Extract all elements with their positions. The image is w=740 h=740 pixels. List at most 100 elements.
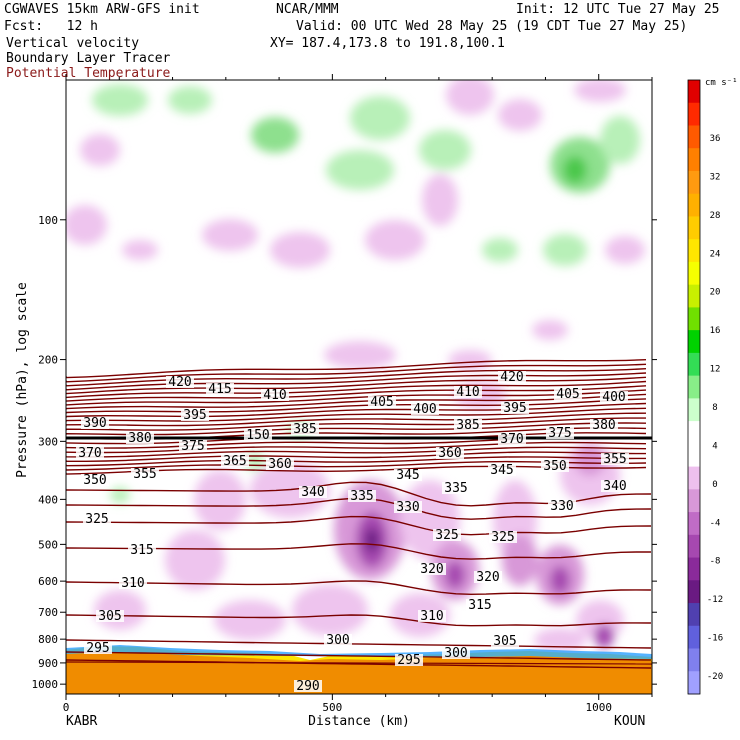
theta-label: 400	[602, 390, 625, 405]
theta-label: 295	[86, 641, 109, 656]
colorbar-tick-label: 24	[710, 249, 721, 259]
w-region	[550, 566, 570, 594]
theta-label: 380	[128, 431, 151, 446]
theta-line	[66, 407, 647, 423]
right-endpoint-label: KOUN	[614, 714, 645, 729]
theta-label: 325	[85, 512, 108, 527]
model-title: CGWAVES 15km ARW-GFS init	[4, 2, 200, 17]
w-region	[594, 624, 614, 648]
w-region	[365, 220, 425, 260]
theta-line	[66, 659, 652, 669]
colorbar-swatch	[688, 375, 700, 399]
theta-label: 375	[181, 439, 204, 454]
y-tick-label-300: 300	[38, 435, 58, 448]
theta-line	[66, 389, 647, 406]
y-tick-label-400: 400	[38, 493, 58, 506]
valid-time: Valid: 00 UTC Wed 28 May 25 (19 CDT Tue …	[296, 19, 688, 34]
theta-label: 315	[468, 598, 491, 613]
w-region	[80, 134, 120, 166]
y-axis-label: Pressure (hPa), log scale	[15, 282, 30, 478]
plot-frame	[65, 79, 653, 695]
theta-label: 370	[500, 432, 523, 447]
theta-label: 295	[397, 653, 420, 668]
colorbar-swatch	[688, 352, 700, 377]
theta-label: 360	[268, 457, 291, 472]
theta-line	[66, 441, 647, 454]
theta-label: 290	[296, 679, 319, 694]
colorbar-tick-label: -4	[710, 518, 721, 528]
w-region	[92, 84, 148, 116]
colorbar-swatch	[688, 671, 700, 695]
theta-label: 385	[293, 422, 316, 437]
theta-line	[66, 372, 647, 391]
theta-label: 350	[543, 459, 566, 474]
field-potential-temperature: Potential Temperature	[6, 66, 171, 81]
w-region	[350, 96, 410, 140]
theta-label: 325	[435, 528, 458, 543]
theta-line	[66, 580, 652, 596]
theta-label: 415	[208, 382, 231, 397]
colorbar-swatch	[688, 193, 700, 217]
w-region	[66, 205, 107, 245]
theta-line	[66, 398, 647, 414]
w-region	[214, 600, 286, 640]
colorbar-swatch	[688, 125, 700, 149]
w-region	[422, 174, 458, 226]
y-tick-label-900: 900	[38, 657, 58, 670]
w-region	[168, 86, 212, 114]
theta-label: 365	[223, 454, 246, 469]
colorbar-swatch	[688, 534, 700, 559]
w-region	[110, 487, 130, 503]
colorbar-swatch	[688, 216, 700, 240]
theta-label: 420	[168, 375, 191, 390]
theta-line	[66, 543, 651, 560]
colorbar-tick-label: 28	[710, 211, 721, 221]
theta-label: 380	[592, 418, 615, 433]
theta-label: 355	[133, 467, 156, 482]
colorbar-swatch	[688, 102, 700, 126]
y-tick-label-1000: 1000	[32, 678, 59, 691]
theta-line	[66, 380, 647, 399]
theta-line	[66, 393, 647, 410]
w-region	[202, 219, 258, 251]
theta-line	[66, 651, 652, 661]
colorbar-tick-label: -16	[707, 634, 723, 644]
theta-contours	[66, 359, 652, 669]
theta-label: 315	[130, 543, 153, 558]
theta-label: 340	[301, 485, 324, 500]
theta-label: 330	[396, 500, 419, 515]
colorbar-swatch	[688, 580, 700, 604]
colorbar-tick-label: 32	[710, 172, 721, 182]
x-axis-label: Distance (km)	[308, 714, 410, 729]
theta-label: 305	[493, 634, 516, 649]
w-region	[532, 320, 568, 340]
theta-line	[66, 376, 647, 395]
colorbar-swatch	[688, 603, 700, 627]
w-region	[563, 156, 587, 184]
theta-line	[66, 614, 652, 627]
theta-label: 350	[83, 473, 106, 488]
colorbar-tick-label: -12	[707, 595, 723, 605]
w-region	[194, 470, 246, 530]
w-region	[498, 99, 542, 131]
theta-label: 300	[326, 633, 349, 648]
colorbar-tick-label: 20	[710, 288, 721, 298]
theta-label: 310	[420, 609, 443, 624]
colorbar-swatch	[688, 239, 700, 263]
colorbar-swatch	[688, 261, 700, 286]
cross-section-xy: XY= 187.4,173.8 to 191.8,100.1	[270, 36, 505, 51]
colorbar-swatch	[688, 512, 700, 536]
theta-label: 345	[490, 463, 513, 478]
w-region	[534, 628, 586, 652]
theta-label: 340	[603, 479, 626, 494]
theta-label: 345	[396, 468, 419, 483]
w-region	[605, 236, 645, 264]
theta-label: 325	[491, 530, 514, 545]
w-region	[445, 561, 465, 589]
colorbar-swatch	[688, 489, 700, 513]
theta-label: 390	[83, 416, 106, 431]
w-region	[446, 80, 494, 115]
field-bl-tracer: Boundary Layer Tracer	[6, 51, 171, 66]
theta-line	[66, 385, 647, 402]
w-region	[502, 534, 538, 586]
